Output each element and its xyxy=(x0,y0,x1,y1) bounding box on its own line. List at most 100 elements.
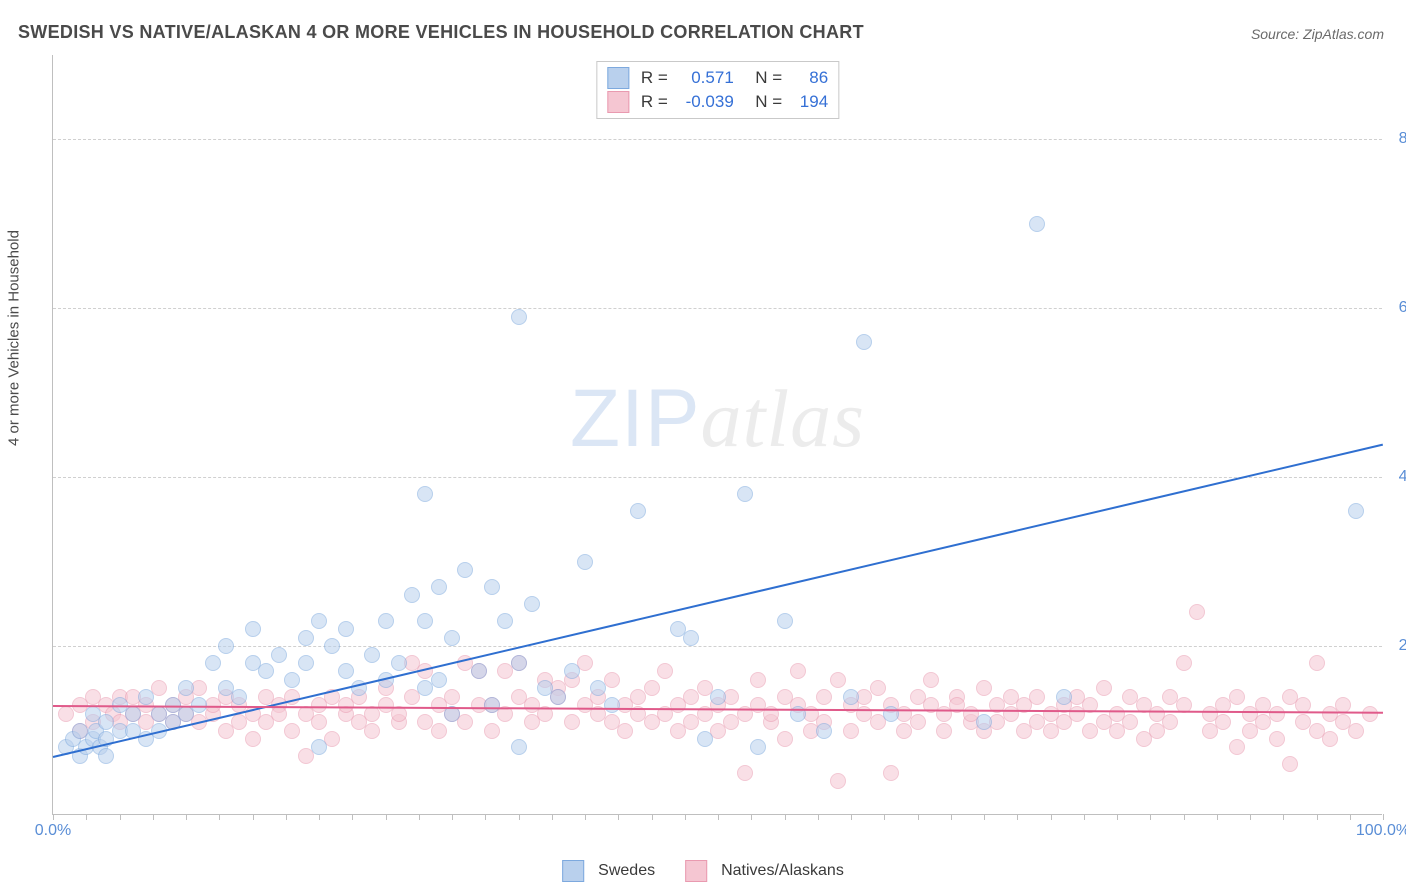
scatter-point-natives xyxy=(457,714,473,730)
scatter-point-swedes xyxy=(816,723,832,739)
scatter-point-swedes xyxy=(298,630,314,646)
source-label: Source: ZipAtlas.com xyxy=(1251,26,1384,42)
scatter-point-swedes xyxy=(404,587,420,603)
watermark: ZIPatlas xyxy=(570,372,865,466)
x-tick xyxy=(1017,814,1018,820)
scatter-point-swedes xyxy=(338,621,354,637)
scatter-point-natives xyxy=(910,714,926,730)
x-tick xyxy=(1317,814,1318,820)
x-tick xyxy=(918,814,919,820)
x-tick xyxy=(219,814,220,820)
y-tick-label: 60.0% xyxy=(1399,299,1406,317)
watermark-zip: ZIP xyxy=(570,373,701,464)
x-tick xyxy=(352,814,353,820)
stats-row: R =0.571 N =86 xyxy=(607,66,828,90)
x-tick xyxy=(951,814,952,820)
scatter-point-natives xyxy=(284,723,300,739)
x-tick xyxy=(585,814,586,820)
x-tick xyxy=(53,814,54,820)
scatter-point-swedes xyxy=(364,647,380,663)
scatter-point-swedes xyxy=(1029,216,1045,232)
scatter-point-swedes xyxy=(311,613,327,629)
x-tick xyxy=(186,814,187,820)
scatter-point-swedes xyxy=(630,503,646,519)
scatter-point-natives xyxy=(364,723,380,739)
scatter-point-swedes xyxy=(271,647,287,663)
x-tick xyxy=(519,814,520,820)
scatter-point-swedes xyxy=(338,663,354,679)
scatter-point-swedes xyxy=(697,731,713,747)
n-label: N = xyxy=(755,90,782,114)
scatter-point-swedes xyxy=(245,621,261,637)
x-tick xyxy=(153,814,154,820)
scatter-point-natives xyxy=(923,672,939,688)
x-tick xyxy=(485,814,486,820)
stats-legend-box: R =0.571 N =86R =-0.039 N =194 xyxy=(596,61,839,119)
scatter-point-natives xyxy=(1309,655,1325,671)
scatter-point-natives xyxy=(816,689,832,705)
x-tick xyxy=(286,814,287,820)
scatter-point-swedes xyxy=(883,706,899,722)
x-tick xyxy=(618,814,619,820)
scatter-point-swedes xyxy=(98,748,114,764)
scatter-point-natives xyxy=(883,765,899,781)
scatter-point-natives xyxy=(657,663,673,679)
n-value: 86 xyxy=(788,66,828,90)
scatter-point-swedes xyxy=(577,554,593,570)
legend-swatch xyxy=(607,91,629,113)
legend-swatch xyxy=(607,67,629,89)
scatter-point-natives xyxy=(790,663,806,679)
scatter-point-natives xyxy=(431,723,447,739)
n-value: 194 xyxy=(788,90,828,114)
scatter-point-natives xyxy=(1322,731,1338,747)
scatter-point-natives xyxy=(1282,756,1298,772)
x-tick xyxy=(984,814,985,820)
x-tick xyxy=(120,814,121,820)
legend-item: Natives/Alaskans xyxy=(685,860,844,882)
x-tick xyxy=(1383,814,1384,820)
scatter-point-swedes xyxy=(683,630,699,646)
scatter-point-swedes xyxy=(710,689,726,705)
x-tick xyxy=(1117,814,1118,820)
scatter-point-swedes xyxy=(431,579,447,595)
x-tick xyxy=(253,814,254,820)
legend-item: Swedes xyxy=(562,860,655,882)
scatter-point-swedes xyxy=(1348,503,1364,519)
scatter-point-natives xyxy=(311,714,327,730)
scatter-point-natives xyxy=(976,680,992,696)
scatter-point-swedes xyxy=(417,486,433,502)
scatter-point-natives xyxy=(444,689,460,705)
scatter-point-natives xyxy=(750,672,766,688)
scatter-point-swedes xyxy=(138,689,154,705)
x-tick xyxy=(419,814,420,820)
x-tick xyxy=(1250,814,1251,820)
scatter-point-swedes xyxy=(484,697,500,713)
scatter-point-swedes xyxy=(298,655,314,671)
x-tick xyxy=(86,814,87,820)
scatter-point-swedes xyxy=(750,739,766,755)
scatter-point-swedes xyxy=(604,697,620,713)
gridline xyxy=(53,646,1382,647)
scatter-point-swedes xyxy=(178,680,194,696)
scatter-point-swedes xyxy=(856,334,872,350)
scatter-point-swedes xyxy=(777,613,793,629)
scatter-point-swedes xyxy=(976,714,992,730)
scatter-point-swedes xyxy=(524,596,540,612)
chart-container: SWEDISH VS NATIVE/ALASKAN 4 OR MORE VEHI… xyxy=(0,0,1406,892)
x-tick xyxy=(1184,814,1185,820)
x-tick-label: 0.0% xyxy=(35,822,71,840)
x-tick-label: 100.0% xyxy=(1356,822,1406,840)
scatter-point-natives xyxy=(830,672,846,688)
x-tick xyxy=(1283,814,1284,820)
x-tick xyxy=(851,814,852,820)
scatter-point-swedes xyxy=(564,663,580,679)
scatter-point-natives xyxy=(1269,706,1285,722)
watermark-atlas: atlas xyxy=(701,373,865,464)
scatter-point-natives xyxy=(1122,714,1138,730)
scatter-point-swedes xyxy=(258,663,274,679)
scatter-point-swedes xyxy=(497,613,513,629)
scatter-point-natives xyxy=(484,723,500,739)
x-tick xyxy=(1350,814,1351,820)
gridline xyxy=(53,308,1382,309)
scatter-point-swedes xyxy=(484,579,500,595)
